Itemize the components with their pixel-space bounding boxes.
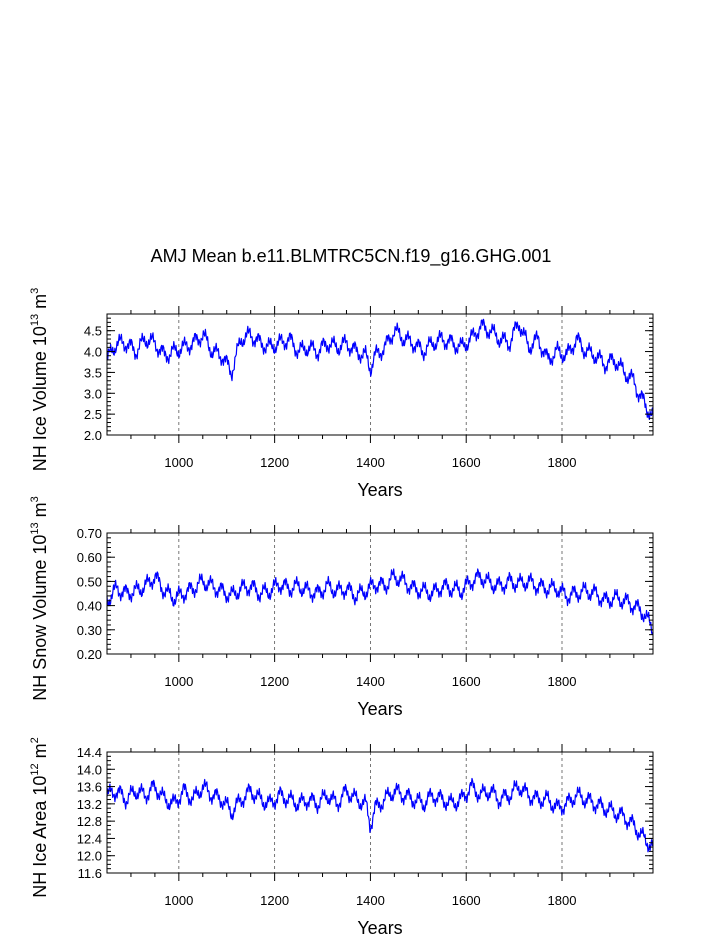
x-axis-label: Years [357,918,402,935]
plot-frame [106,313,654,436]
x-tick-label: 1400 [356,455,385,470]
x-tick-label: 1600 [452,893,481,908]
y-axis-label: NH Ice Volume 1013 m3 [29,288,50,471]
x-axis-label: Years [357,480,402,500]
x-tick-label: 1200 [260,674,289,689]
x-axis-label: Years [357,699,402,719]
x-tick-label: 1200 [260,893,289,908]
x-tick-label: 1200 [260,455,289,470]
y-tick-label: 3.0 [84,386,102,401]
x-tick-label: 1600 [452,455,481,470]
y-tick-label: 12.0 [77,849,102,864]
x-tick-label: 1800 [548,674,577,689]
plot-frame [106,532,654,655]
y-tick-label: 0.20 [77,647,102,662]
series-line-snow-volume [106,568,654,636]
x-tick-label: 1800 [548,893,577,908]
y-axis-label: NH Snow Volume 1013 m3 [29,496,50,700]
chart-panel-ice-volume: 1000 1200 1400 1600 1800 2.0 2.5 3.0 3.5 4.0 4.5 Ye… [29,288,654,500]
y-tick-label: 12.8 [77,814,102,829]
x-tick-label: 1800 [548,455,577,470]
y-tick-label: 0.70 [77,526,102,541]
x-tick-label: 1000 [164,893,193,908]
y-tick-label: 13.2 [77,797,102,812]
y-tick-label: 13.6 [77,780,102,795]
y-tick-label: 4.5 [84,324,102,339]
x-tick-label: 1400 [356,893,385,908]
series-line-ice-volume [106,318,654,420]
y-tick-label: 4.0 [84,345,102,360]
y-axis-label: NH Ice Area 1012 m2 [29,737,50,897]
y-tick-label: 0.50 [77,574,102,589]
chart-panel-snow-volume: 1000 1200 1400 1600 1800 0.20 0.30 0.40 0.50 0.60… [29,496,654,719]
x-tick-label: 1000 [164,455,193,470]
figure-title: AMJ Mean b.e11.BLMTRC5CN.f19_g16.GHG.001 [151,246,552,267]
y-tick-label: 0.40 [77,599,102,614]
chart-panel-ice-area: 1000 1200 1400 1600 1800 11.6 12.0 12.4 12.8 13.2… [29,737,654,935]
y-tick-label: 2.0 [84,428,102,443]
y-tick-label: 2.5 [84,407,102,422]
x-tick-label: 1600 [452,674,481,689]
y-tick-label: 0.30 [77,623,102,638]
y-tick-label: 11.6 [78,866,102,881]
x-tick-label: 1000 [164,674,193,689]
series-line-ice-area [106,777,654,853]
y-tick-label: 14.4 [77,745,102,760]
panels: 1000 1200 1400 1600 1800 2.0 2.5 3.0 3.5 4.0 4.5 Ye… [29,288,654,935]
y-tick-label: 14.0 [77,762,102,777]
y-tick-label: 12.4 [77,831,102,846]
y-tick-label: 3.5 [84,365,102,380]
plot-frame [106,751,654,874]
x-tick-label: 1400 [356,674,385,689]
y-tick-label: 0.60 [77,550,102,565]
